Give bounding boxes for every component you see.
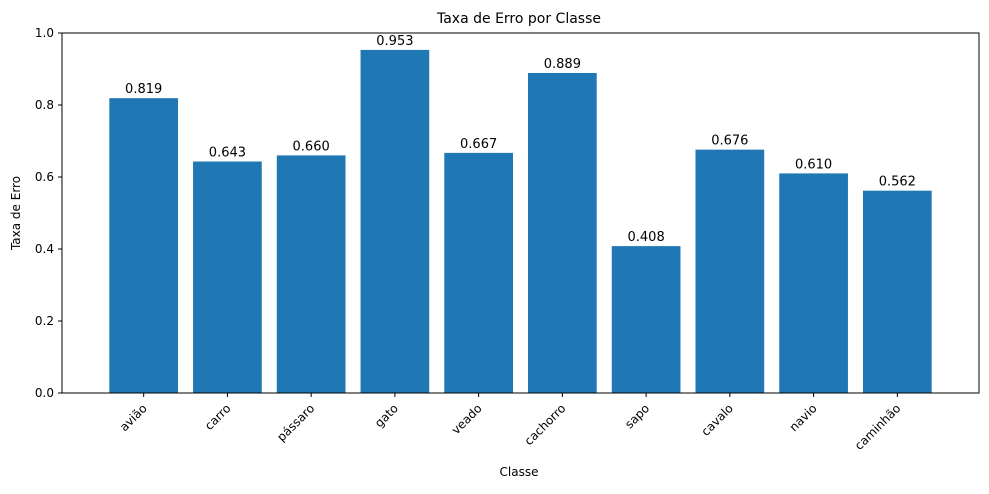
bar — [193, 161, 262, 393]
bar — [611, 246, 681, 393]
bar-value-label: 0.819 — [125, 82, 162, 97]
bar-value-label: 0.889 — [544, 57, 581, 72]
y-axis-label: Taxa de Erro — [9, 176, 23, 251]
bar — [695, 149, 765, 393]
y-axis-ticks: 0.0 0.2 0.4 0.6 0.8 1.0 — [35, 26, 62, 400]
x-tick-label: veado — [449, 401, 485, 437]
x-axis-label: Classe — [500, 465, 539, 479]
bar-value-label: 0.610 — [795, 157, 832, 172]
y-tick-label: 0.6 — [35, 170, 54, 184]
x-tick-label: avião — [117, 401, 150, 434]
y-tick-label: 0.8 — [35, 98, 54, 112]
chart-title: Taxa de Erro por Classe — [436, 11, 601, 27]
bar — [276, 155, 346, 393]
bars-group — [109, 49, 932, 394]
x-tick-label: pássaro — [274, 401, 317, 444]
bar-value-label: 0.643 — [209, 146, 246, 161]
bar — [779, 173, 848, 393]
x-tick-label: cavalo — [698, 401, 736, 439]
x-tick-label: gato — [372, 401, 401, 430]
plot-frame — [61, 32, 980, 394]
y-tick-label: 0.4 — [35, 242, 54, 256]
x-tick-label: cachorro — [522, 401, 569, 448]
bar — [444, 152, 513, 393]
bar — [360, 49, 430, 394]
bar-value-label: 0.408 — [628, 230, 665, 245]
value-labels-group: 0.819 0.643 0.660 0.953 0.667 0.889 0.408 0.676… — [125, 34, 916, 245]
y-tick-label: 0.0 — [35, 386, 54, 400]
x-tick-label: carro — [202, 401, 234, 433]
y-tick-label: 1.0 — [35, 26, 54, 40]
bar — [109, 98, 179, 393]
x-tick-label: caminhão — [852, 401, 904, 453]
x-tick-label: sapo — [622, 401, 652, 431]
bar — [528, 72, 597, 394]
bar-value-label: 0.676 — [711, 134, 748, 149]
bar-value-label: 0.667 — [460, 137, 497, 152]
bar-value-label: 0.562 — [879, 175, 916, 190]
x-tick-label: navio — [787, 401, 820, 434]
x-axis-ticks: avião carro pássaro gato veado cachorro sapo ca… — [117, 393, 904, 453]
bar-value-label: 0.660 — [293, 139, 330, 154]
bar-value-label: 0.953 — [376, 34, 413, 49]
y-tick-label: 0.2 — [35, 314, 54, 328]
bar — [862, 190, 932, 393]
